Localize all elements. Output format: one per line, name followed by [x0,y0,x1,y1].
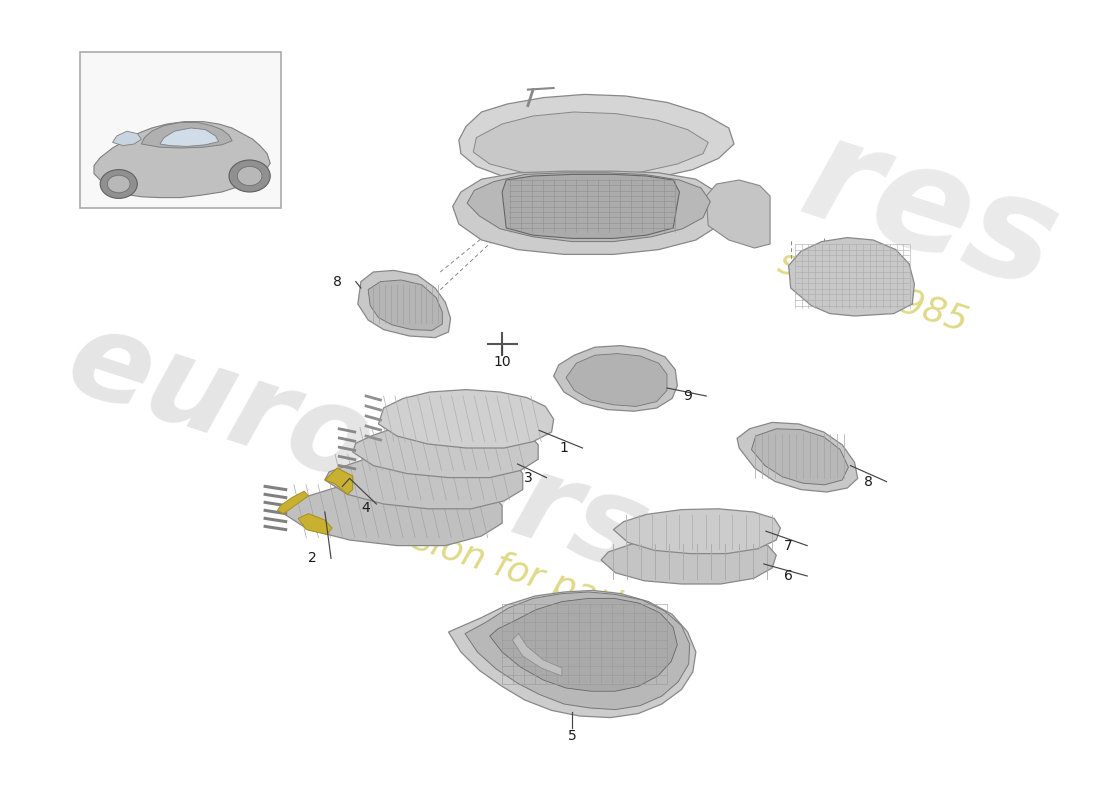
Polygon shape [277,491,308,514]
Polygon shape [513,634,562,676]
Polygon shape [789,238,914,316]
Circle shape [108,175,130,193]
Text: 1: 1 [560,441,569,455]
Polygon shape [324,468,353,494]
Polygon shape [751,429,848,485]
Polygon shape [473,112,708,176]
Polygon shape [614,509,780,554]
Polygon shape [566,354,667,406]
Polygon shape [358,270,451,338]
Circle shape [100,170,138,198]
Polygon shape [601,538,777,584]
Text: res: res [785,105,1075,319]
Text: 10: 10 [493,354,510,369]
Text: 9: 9 [683,389,692,403]
Polygon shape [378,390,553,448]
Polygon shape [353,421,538,478]
Polygon shape [502,174,680,238]
FancyBboxPatch shape [79,52,280,208]
Circle shape [229,160,271,192]
Text: a passion for parts: a passion for parts [316,492,647,628]
Text: eurocars: eurocars [54,299,662,597]
Polygon shape [112,131,142,146]
Text: 2: 2 [308,551,317,566]
Polygon shape [468,173,711,242]
Text: 4: 4 [362,501,371,515]
Polygon shape [465,592,690,710]
Circle shape [238,166,262,186]
Polygon shape [160,128,219,146]
Polygon shape [459,94,734,184]
Polygon shape [298,514,332,534]
Text: 7: 7 [784,538,793,553]
Polygon shape [284,478,502,546]
Polygon shape [737,422,858,492]
Polygon shape [94,122,271,198]
Polygon shape [142,122,232,148]
Polygon shape [449,590,696,718]
Polygon shape [324,448,522,509]
Polygon shape [490,598,678,691]
Text: 6: 6 [784,569,793,583]
Text: since 1985: since 1985 [774,246,972,338]
Text: 3: 3 [524,470,532,485]
Text: 8: 8 [333,274,342,289]
Text: 8: 8 [864,474,872,489]
Polygon shape [453,171,727,254]
Polygon shape [706,180,770,248]
Text: 5: 5 [568,729,576,743]
Polygon shape [368,280,442,330]
Polygon shape [553,346,678,411]
